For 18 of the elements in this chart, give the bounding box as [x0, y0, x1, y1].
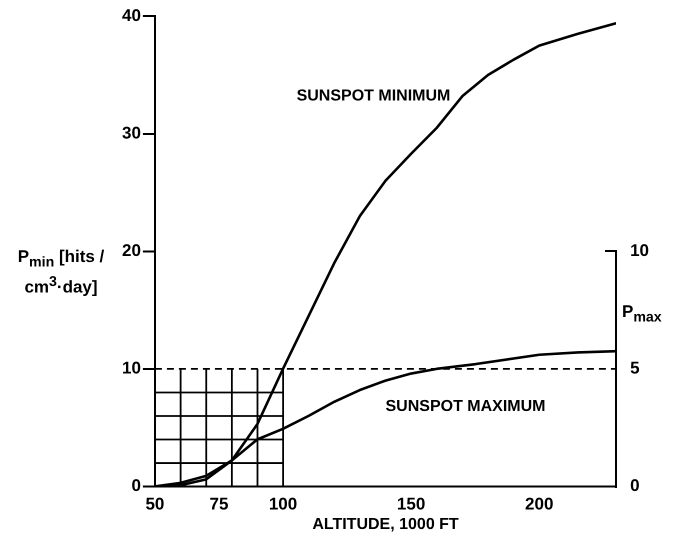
x-tick-label: 100: [268, 494, 298, 514]
x-tick-label: 50: [145, 494, 164, 514]
y-tick-label: 20: [122, 240, 141, 260]
series-label: SUNSPOT MINIMUM: [296, 88, 450, 105]
series-label: SUNSPOT MAXIMUM: [386, 398, 546, 416]
y2-tick-label: 10: [630, 240, 650, 260]
x-tick-label: 200: [525, 494, 554, 514]
y-tick-label: 0: [131, 476, 141, 496]
y2-tick-label: 5: [630, 358, 640, 378]
y-tick-label: 10: [122, 358, 141, 378]
x-tick-label: 150: [396, 494, 426, 514]
y-axis-title: P$_{min}$ [hits / cm$^{3}$·day]: [16, 246, 106, 299]
x-tick-label: 75: [210, 494, 228, 514]
y2-tick-label: 0: [630, 476, 640, 496]
y-tick-label: 30: [122, 123, 141, 142]
y-tick-label: 40: [122, 6, 141, 25]
y2-axis-title: P$_{max}$: [622, 302, 662, 326]
x-axis-title: ALTITUDE, 1000 FT: [312, 516, 459, 533]
